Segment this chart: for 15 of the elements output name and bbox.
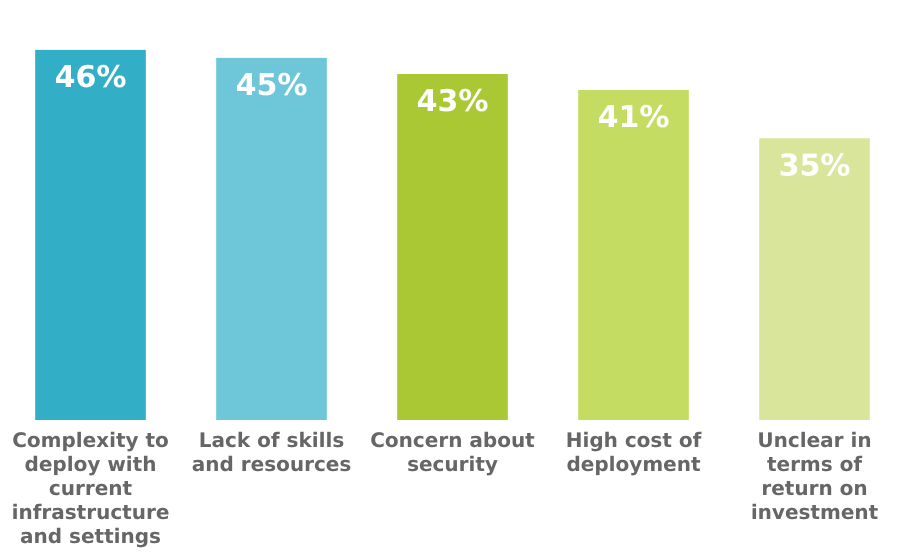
x-tick-label: High cost of deployment <box>566 428 702 476</box>
data-label: 46% <box>54 60 126 95</box>
x-tick-label: Unclear in terms of return on investment <box>750 428 879 524</box>
data-label: 35% <box>778 148 850 184</box>
bar <box>216 58 327 420</box>
bar <box>397 74 508 420</box>
x-tick-label: Lack of skills and resources <box>192 428 352 476</box>
bar <box>759 138 870 420</box>
x-tick-label: Complexity to deploy with current infrastructure and settings <box>12 428 170 548</box>
bar <box>35 50 146 420</box>
x-tick-label: Concern about security <box>370 428 536 476</box>
data-label: 43% <box>416 84 488 120</box>
data-label: 45% <box>236 68 308 103</box>
bar <box>578 90 689 420</box>
data-label: 41% <box>598 100 670 136</box>
